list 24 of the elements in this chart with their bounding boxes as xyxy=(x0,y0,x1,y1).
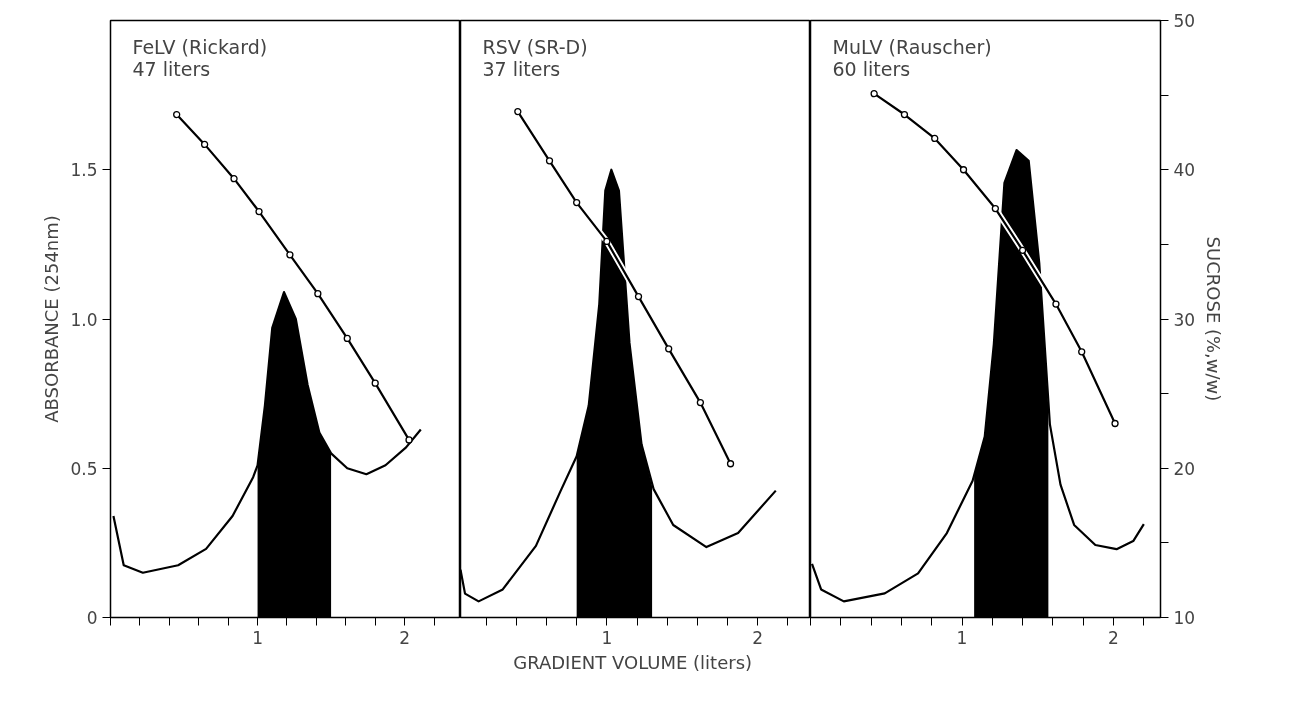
y-axis-title: ABSORBANCE (254nm) xyxy=(41,215,63,423)
text: FeLV (Rickard) xyxy=(132,35,268,58)
y-tick-label: 0 xyxy=(86,608,98,628)
text: 47 liters xyxy=(132,57,211,80)
y-tick-label: 1.0 xyxy=(70,309,98,330)
x-tick-label: 1 xyxy=(601,627,613,648)
y2-tick-label: 20 xyxy=(1173,458,1196,479)
y2-tick-label: 10 xyxy=(1173,608,1196,628)
y-tick-label: 0.5 xyxy=(70,458,98,479)
x-tick-label: 2 xyxy=(1108,627,1119,648)
text: MuLV (Rauscher) xyxy=(832,35,992,58)
x-tick-label: 2 xyxy=(752,627,764,648)
y-tick-label: 1.5 xyxy=(70,160,98,181)
y2-tick-label: 50 xyxy=(1173,11,1196,31)
x-tick-label: 1 xyxy=(252,627,263,648)
y2-axis-title: SUCROSE (%,w/w) xyxy=(1203,236,1225,402)
text: RSV (SR-D) xyxy=(482,35,588,58)
x-tick-label: 1 xyxy=(956,627,968,648)
y2-tick-label: 30 xyxy=(1173,309,1196,330)
x-axis-title: GRADIENT VOLUME (liters) xyxy=(513,651,753,673)
text: 60 liters xyxy=(832,57,911,80)
text: 37 liters xyxy=(482,57,561,80)
x-tick-label: 2 xyxy=(399,627,411,648)
y2-tick-label: 40 xyxy=(1173,160,1196,181)
